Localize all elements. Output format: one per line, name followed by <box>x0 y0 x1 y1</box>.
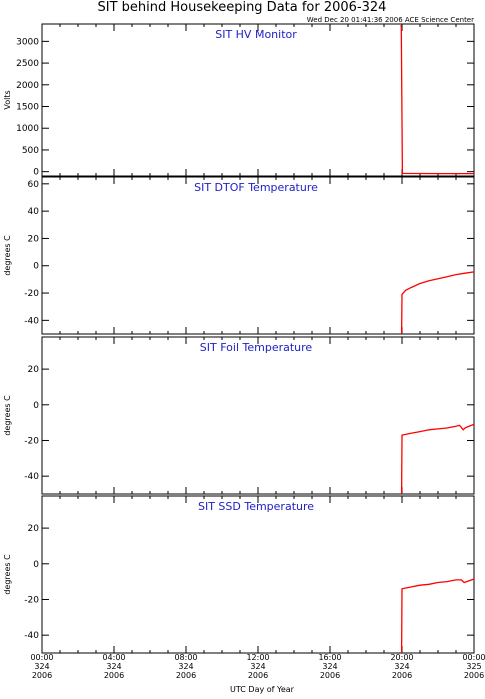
panel-frame <box>41 336 475 495</box>
y-axis-label: degrees C <box>3 395 12 436</box>
x-tick-label: 324 <box>178 662 193 671</box>
series-line <box>400 578 475 654</box>
y-tick-label: 500 <box>22 146 39 156</box>
x-tick-label: 20:00 <box>390 653 413 662</box>
y-tick-label: -20 <box>24 595 39 605</box>
y-tick-label: -20 <box>24 436 39 446</box>
x-tick-label: 12:00 <box>246 653 269 662</box>
y-axis-label: Volts <box>3 90 12 109</box>
x-tick-label: 2006 <box>464 671 484 680</box>
x-tick-label: 2006 <box>32 671 52 680</box>
y-axis-label: degrees C <box>3 554 12 595</box>
panel-title: SIT SSD Temperature <box>198 500 314 513</box>
x-tick-label: 04:00 <box>102 653 125 662</box>
panel-frame <box>41 176 475 335</box>
x-tick-label: 00:00 <box>30 653 53 662</box>
x-tick-label: 00:00 <box>462 653 485 662</box>
y-tick-label: 40 <box>28 207 40 217</box>
y-tick-label: 0 <box>33 168 39 178</box>
x-tick-label: 324 <box>394 662 409 671</box>
chart-subtitle: Wed Dec 20 01:41:36 2006 ACE Science Cen… <box>307 16 474 24</box>
y-tick-label: 3000 <box>16 37 39 47</box>
y-tick-label: 60 <box>28 180 40 190</box>
x-tick-label: 325 <box>466 662 481 671</box>
y-tick-label: 0 <box>33 262 39 272</box>
x-tick-label: 2006 <box>104 671 124 680</box>
panel-frame <box>41 23 475 177</box>
panel-title: SIT HV Monitor <box>215 28 297 41</box>
y-tick-label: 0 <box>33 401 39 411</box>
y-tick-label: -20 <box>24 289 39 299</box>
x-tick-label: 2006 <box>320 671 340 680</box>
x-tick-label: 324 <box>250 662 265 671</box>
y-tick-label: 20 <box>28 234 40 244</box>
y-tick-label: 2000 <box>16 81 39 91</box>
y-tick-label: 1000 <box>16 124 39 134</box>
x-tick-label: 08:00 <box>174 653 197 662</box>
series-line <box>400 423 475 495</box>
chart-title: SIT behind Housekeeping Data for 2006-32… <box>98 0 387 15</box>
y-tick-label: 2500 <box>16 59 39 69</box>
y-axis-label: degrees C <box>3 235 12 276</box>
x-tick-label: 324 <box>34 662 49 671</box>
series-line <box>400 24 474 175</box>
x-tick-label: 324 <box>106 662 121 671</box>
panel-title: SIT Foil Temperature <box>200 341 313 354</box>
x-tick-label: 2006 <box>176 671 196 680</box>
y-tick-label: 20 <box>28 365 40 375</box>
x-tick-label: 324 <box>322 662 337 671</box>
y-tick-label: -40 <box>24 316 39 326</box>
x-tick-label: 2006 <box>248 671 268 680</box>
y-tick-label: 1500 <box>16 103 39 113</box>
x-axis-label: UTC Day of Year <box>230 685 295 694</box>
y-tick-label: 0 <box>33 560 39 570</box>
y-tick-label: -40 <box>24 631 39 641</box>
series-line <box>400 271 475 335</box>
panel-frame <box>41 495 475 654</box>
y-tick-label: 20 <box>28 524 40 534</box>
y-tick-label: -40 <box>24 472 39 482</box>
panel-title: SIT DTOF Temperature <box>194 181 318 194</box>
x-tick-label: 16:00 <box>318 653 341 662</box>
x-tick-label: 2006 <box>392 671 412 680</box>
